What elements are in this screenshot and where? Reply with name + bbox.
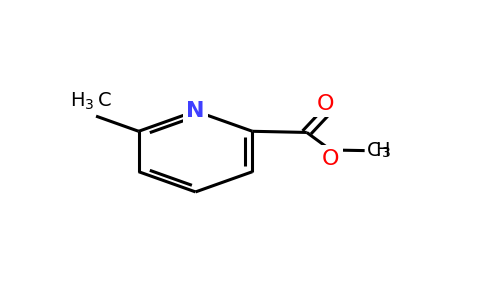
Text: O: O bbox=[322, 149, 340, 169]
Text: O: O bbox=[317, 94, 334, 114]
Text: 3: 3 bbox=[85, 98, 94, 112]
Text: N: N bbox=[186, 101, 205, 121]
Text: H: H bbox=[70, 91, 85, 110]
Text: C: C bbox=[367, 141, 381, 160]
Text: 3: 3 bbox=[382, 146, 391, 160]
Text: H: H bbox=[375, 141, 389, 160]
Text: C: C bbox=[98, 91, 111, 110]
